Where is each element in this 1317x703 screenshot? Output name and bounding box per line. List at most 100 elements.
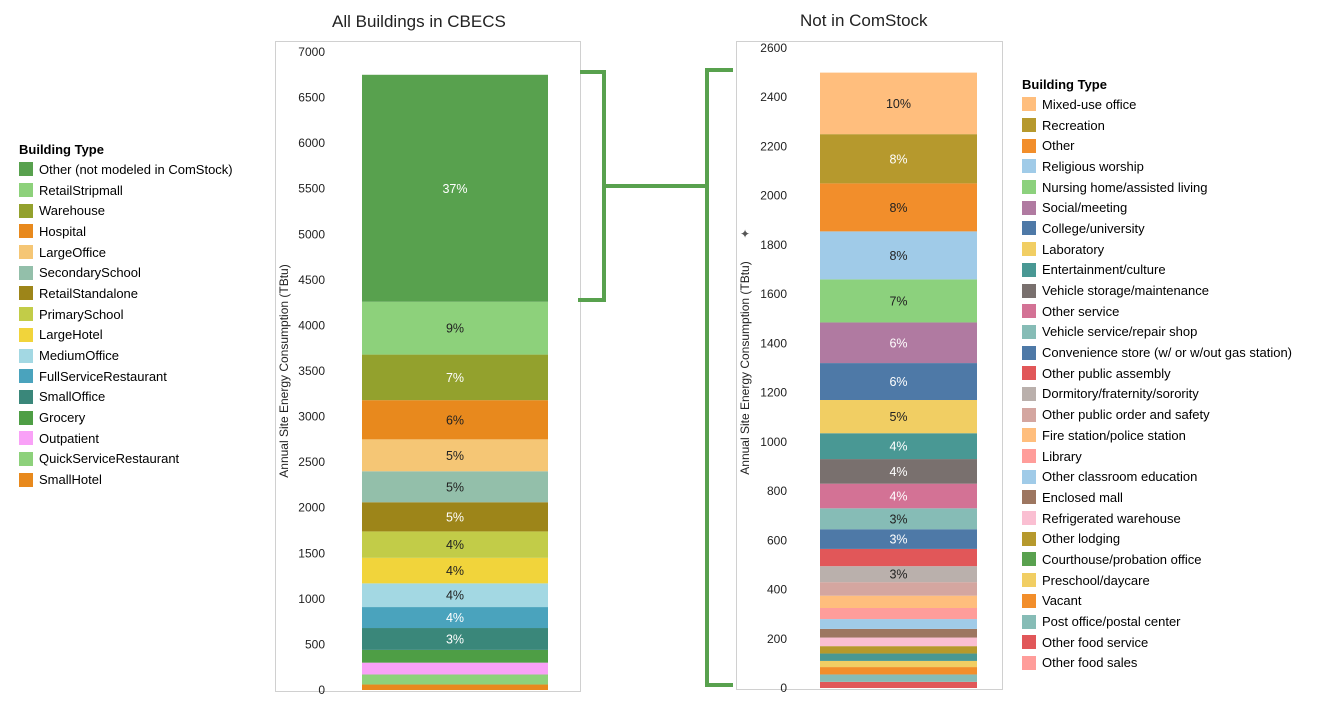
legend-right-item[interactable]: Post office/postal center [1022,611,1292,632]
legend-swatch [1022,304,1036,319]
legend-right-item[interactable]: Other [1022,135,1292,156]
legend-swatch [1022,221,1036,236]
legend-swatch [1022,118,1036,133]
legend-right-item[interactable]: Nursing home/assisted living [1022,177,1292,198]
legend-swatch [1022,200,1036,215]
legend-left-item[interactable]: SmallHotel [19,469,233,490]
legend-right-item[interactable]: Refrigerated warehouse [1022,508,1292,529]
legend-left-item[interactable]: Other (not modeled in ComStock) [19,159,233,180]
y-tick-label: 1000 [298,592,325,606]
legend-right-items: Mixed-use office Recreation Other Religious… [1022,94,1292,673]
y-tick-label: 4000 [298,318,325,332]
bar-segment [820,566,977,583]
legend-right-item[interactable]: Enclosed mall [1022,487,1292,508]
legend-left-item[interactable]: Hospital [19,221,233,242]
legend-right-item[interactable]: Social/meeting [1022,197,1292,218]
legend-label: Other classroom education [1042,469,1198,485]
legend-right-item[interactable]: Other public order and safety [1022,404,1292,425]
legend-right-item[interactable]: Other food service [1022,632,1292,653]
data-label: 8% [889,249,907,263]
legend-label: Nursing home/assisted living [1042,179,1208,195]
data-label: 10% [886,97,911,111]
legend-right-item[interactable]: Other food sales [1022,653,1292,674]
legend-swatch [1022,180,1036,195]
legend-right-item[interactable]: Vehicle storage/maintenance [1022,280,1292,301]
legend-label: Other public order and safety [1042,407,1210,423]
bracket-right [705,68,733,687]
legend-swatch [1022,262,1036,277]
legend-right-item[interactable]: Convenience store (w/ or w/out gas stati… [1022,342,1292,363]
legend-right-item[interactable]: Dormitory/fraternity/sorority [1022,384,1292,405]
y-tick-label: 2400 [760,90,787,104]
legend-right-item[interactable]: Laboratory [1022,239,1292,260]
data-label: 7% [446,371,464,385]
data-label: 6% [889,336,907,350]
data-label: 5% [446,510,464,524]
data-label: 5% [889,410,907,424]
legend-left-item[interactable]: Outpatient [19,428,233,449]
legend-right-item[interactable]: Vehicle service/repair shop [1022,322,1292,343]
legend-left-item[interactable]: RetailStandalone [19,283,233,304]
legend-right-item[interactable]: Other lodging [1022,528,1292,549]
legend-right-item[interactable]: Vacant [1022,591,1292,612]
legend-left-item[interactable]: LargeOffice [19,242,233,263]
bar-segment [820,667,977,675]
legend-swatch [19,369,33,384]
legend-left-item[interactable]: Grocery [19,407,233,428]
legend-label: Convenience store (w/ or w/out gas stati… [1042,345,1293,361]
y-tick-label: 200 [767,632,787,646]
legend-right-item[interactable]: College/university [1022,218,1292,239]
legend-left-item[interactable]: FullServiceRestaurant [19,366,233,387]
legend-swatch [19,203,33,218]
legend-left-item[interactable]: SecondarySchool [19,262,233,283]
bar-segment [362,684,548,690]
y-tick-label: 0 [318,683,325,697]
legend-right-item[interactable]: Library [1022,446,1292,467]
data-label: 4% [446,611,464,625]
y-tick-label: 1600 [760,287,787,301]
legend-label: Grocery [39,410,86,426]
legend-right-item[interactable]: Recreation [1022,115,1292,136]
legend-left-item[interactable]: PrimarySchool [19,304,233,325]
legend-swatch [1022,159,1036,174]
legend-right-item[interactable]: Religious worship [1022,156,1292,177]
data-label: 5% [446,449,464,463]
legend-right-item[interactable]: Preschool/daycare [1022,570,1292,591]
legend-label: Other public assembly [1042,365,1171,381]
legend-label: SecondarySchool [39,265,141,281]
y-tick-label: 600 [767,533,787,547]
legend-right-item[interactable]: Other classroom education [1022,466,1292,487]
data-label: 5% [446,480,464,494]
bar-segment [820,231,977,280]
y-tick-label: 5000 [298,227,325,241]
legend-left-item[interactable]: Warehouse [19,200,233,221]
legend-right-item[interactable]: Courthouse/probation office [1022,549,1292,570]
legend-right-item[interactable]: Entertainment/culture [1022,260,1292,281]
legend-right-item[interactable]: Other public assembly [1022,363,1292,384]
chart-title-left: All Buildings in CBECS [332,12,506,31]
legend-right-item[interactable]: Other service [1022,301,1292,322]
legend-swatch [1022,449,1036,464]
legend-label: Religious worship [1042,158,1144,174]
bar-segment [362,354,548,401]
legend-left-item[interactable]: MediumOffice [19,345,233,366]
legend-right-item[interactable]: Fire station/police station [1022,425,1292,446]
legend-swatch [1022,511,1036,526]
plot-frame [275,41,581,692]
legend-label: MediumOffice [39,348,119,364]
legend-swatch [1022,614,1036,629]
data-label: 9% [446,322,464,336]
y-tick-label: 3500 [298,364,325,378]
legend-left-item[interactable]: LargeHotel [19,325,233,346]
legend-left-item[interactable]: QuickServiceRestaurant [19,449,233,470]
legend-right: Building Type Mixed-use office Recreation… [1022,77,1292,673]
legend-swatch [19,307,33,322]
legend-right-item[interactable]: Mixed-use office [1022,94,1292,115]
legend-left-item[interactable]: SmallOffice [19,387,233,408]
legend-label: Social/meeting [1042,200,1128,216]
legend-label: Outpatient [39,430,99,446]
legend-left-item[interactable]: RetailStripmall [19,180,233,201]
y-tick-label: 500 [305,637,325,651]
bar-segment [820,529,977,549]
